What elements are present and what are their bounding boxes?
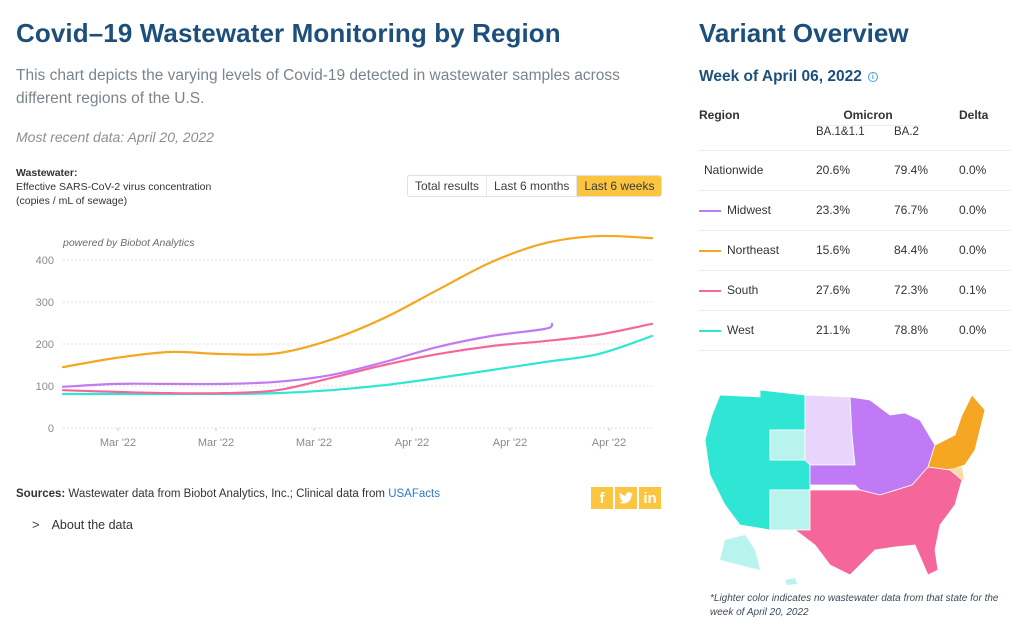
wastewater-line-chart: powered by Biobot Analytics 0 100 200 300 40… [36, 234, 654, 449]
y-axis-line1: Effective SARS-CoV-2 virus concentration [16, 181, 212, 193]
sources-text: Wastewater data from Biobot Analytics, I… [65, 488, 389, 500]
range-total-results-button[interactable]: Total results [408, 176, 488, 196]
page-title: Covid–19 Wastewater Monitoring by Region [16, 18, 561, 48]
table-row-west: West 21.1% 78.8% 0.0% [699, 311, 1011, 351]
row-ba2: 79.4% [894, 163, 929, 177]
series-line-south[interactable] [61, 322, 654, 395]
y-tick-label: 300 [36, 297, 54, 309]
south-legend-swatch [699, 290, 721, 292]
variant-week-label: Week of April 06, 2022 [699, 68, 862, 85]
row-region: South [727, 283, 759, 297]
y-axis-title: Wastewater: [16, 167, 78, 179]
variant-week-heading: Week of April 06, 2022 i [699, 68, 878, 86]
row-delta: 0.0% [959, 203, 987, 217]
page-subtitle: This chart depicts the varying levels of… [16, 67, 620, 107]
info-icon[interactable]: i [867, 72, 878, 82]
x-tick-label: Mar '22 [198, 437, 234, 449]
y-tick-label: 0 [48, 423, 54, 435]
row-delta: 0.0% [959, 163, 987, 177]
header-region: Region [699, 108, 740, 122]
facebook-icon: f [599, 489, 605, 507]
row-ba1: 21.1% [816, 323, 851, 337]
row-ba1: 23.3% [816, 203, 851, 217]
range-last-6-weeks-button[interactable]: Last 6 weeks [577, 176, 662, 196]
range-last-6-months-button[interactable]: Last 6 months [487, 176, 578, 196]
usafacts-link[interactable]: USAFacts [388, 488, 440, 500]
x-tick-label: Apr '22 [395, 437, 430, 449]
header-ba1: BA.1&1.1 [816, 126, 865, 138]
map-region-midwest-nodata [804, 394, 856, 466]
linkedin-share-button[interactable]: in [639, 487, 661, 509]
time-range-selector: Total results Last 6 months Last 6 weeks [407, 175, 663, 197]
facebook-share-button[interactable]: f [591, 487, 613, 509]
map-region-south[interactable] [793, 466, 963, 576]
row-ba1: 15.6% [816, 243, 851, 257]
y-axis-description: Wastewater: Effective SARS-CoV-2 virus c… [16, 166, 211, 208]
x-tick-label: Apr '22 [493, 437, 528, 449]
row-ba2: 84.4% [894, 243, 929, 257]
table-row-south: South 27.6% 72.3% 0.1% [699, 271, 1011, 311]
row-ba1: 20.6% [816, 163, 851, 177]
midwest-legend-swatch [699, 210, 721, 212]
social-share-buttons: f in [591, 487, 661, 509]
most-recent-date: Most recent data: April 20, 2022 [16, 129, 214, 145]
x-tick-label: Mar '22 [100, 437, 136, 449]
header-omicron: Omicron [816, 108, 920, 126]
x-tick-label: Mar '22 [296, 437, 332, 449]
series-line-west[interactable] [61, 334, 654, 396]
row-ba1: 27.6% [816, 283, 851, 297]
x-tick-label: Apr '22 [592, 437, 627, 449]
series-line-northeast[interactable] [61, 234, 654, 369]
y-tick-label: 100 [36, 381, 54, 393]
about-the-data-toggle[interactable]: > About the data [32, 517, 133, 532]
about-the-data-label: About the data [51, 517, 133, 532]
x-axis-ticks: Mar '22 Mar '22 Mar '22 Apr '22 Apr '22 Apr '… [100, 428, 626, 449]
twitter-icon [619, 492, 633, 504]
sources-label: Sources: [16, 488, 66, 500]
header-delta: Delta [959, 108, 989, 122]
y-axis-ticks: 0 100 200 300 400 [36, 255, 54, 435]
row-delta: 0.0% [959, 243, 987, 257]
west-legend-swatch [699, 330, 721, 332]
row-delta: 0.0% [959, 323, 987, 337]
header-ba2: BA.2 [894, 126, 919, 138]
map-footnote: *Lighter color indicates no wastewater d… [710, 593, 999, 618]
y-tick-label: 400 [36, 255, 54, 267]
y-tick-label: 200 [36, 339, 54, 351]
row-ba2: 76.7% [894, 203, 929, 217]
row-ba2: 78.8% [894, 323, 929, 337]
row-ba2: 72.3% [894, 283, 929, 297]
wastewater-panel: Covid–19 Wastewater Monitoring by Region… [16, 18, 663, 532]
series-line-midwest[interactable] [61, 322, 554, 388]
variant-table-header: Region Omicron Delta BA.1&1.1 BA.2 [699, 105, 1011, 151]
chevron-right-icon: > [32, 517, 40, 532]
table-row-northeast: Northeast 15.6% 84.4% 0.0% [699, 231, 1011, 271]
table-row-midwest: Midwest 23.3% 76.7% 0.0% [699, 191, 1011, 231]
powered-by-label: powered by Biobot Analytics [62, 237, 195, 249]
table-row-nationwide: Nationwide 20.6% 79.4% 0.0% [699, 151, 1011, 191]
map-alaska [720, 535, 760, 570]
map-region-northeast[interactable] [927, 394, 986, 471]
twitter-share-button[interactable] [615, 487, 637, 509]
row-region: Midwest [727, 203, 772, 217]
row-delta: 0.1% [959, 283, 987, 297]
chart-grid [63, 259, 652, 429]
chart-series [61, 234, 654, 396]
y-axis-line2: (copies / mL of sewage) [16, 195, 128, 207]
us-region-map [704, 389, 986, 585]
map-hawaii [785, 578, 797, 585]
row-region: Nationwide [704, 163, 764, 177]
variant-overview-panel: Variant Overview Week of April 06, 2022 … [690, 0, 1022, 636]
variant-overview-title: Variant Overview [699, 18, 909, 48]
row-region: West [727, 323, 755, 337]
row-region: Northeast [727, 243, 780, 257]
sources-line: Sources: Wastewater data from Biobot Ana… [16, 488, 440, 500]
variant-table: Region Omicron Delta BA.1&1.1 BA.2 Natio… [699, 105, 1011, 351]
linkedin-icon: in [643, 489, 657, 507]
northeast-legend-swatch [699, 250, 721, 252]
